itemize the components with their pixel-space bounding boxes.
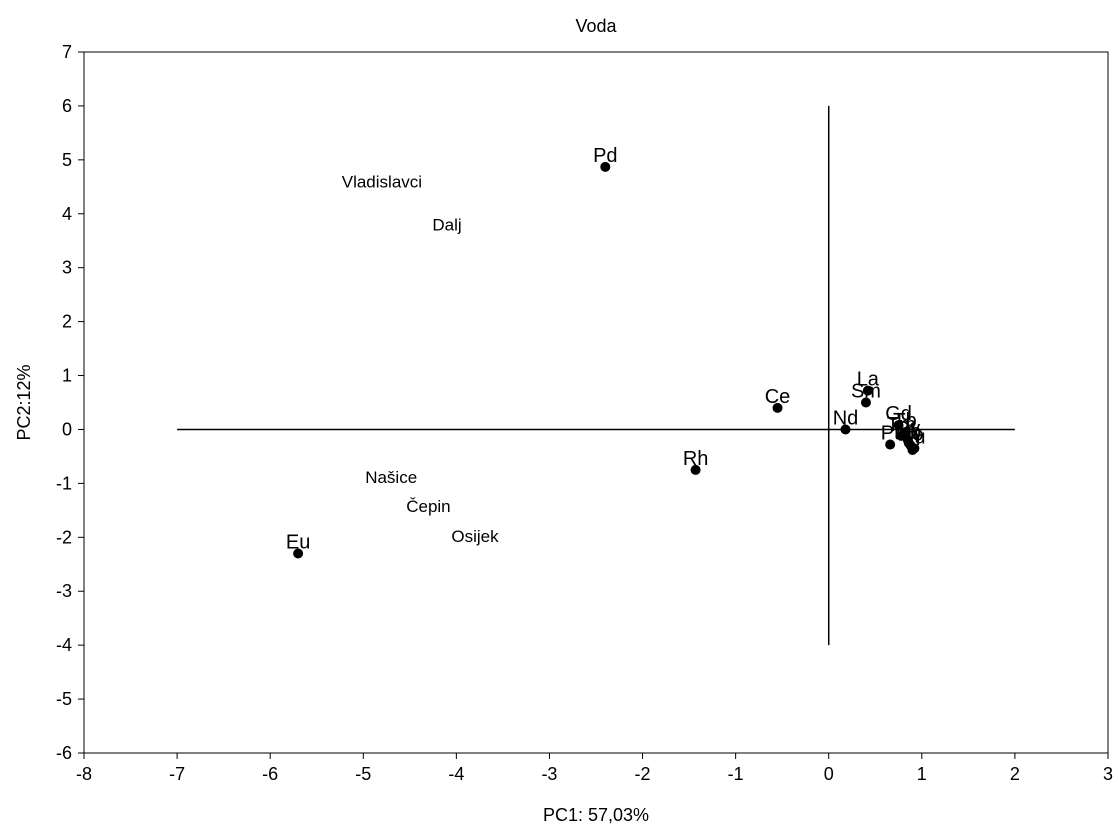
point-label: Ce — [765, 386, 791, 408]
y-tick-label: 7 — [62, 42, 72, 62]
y-tick-label: 0 — [62, 419, 72, 439]
x-tick-label: -1 — [728, 764, 744, 784]
y-tick-label: -4 — [56, 635, 72, 655]
site-annotation: Našice — [365, 468, 417, 487]
point-label: Nd — [833, 407, 859, 429]
y-axis: -6 -5 -4 -3 -2 -1 0 1 2 3 4 5 6 7 — [56, 42, 84, 763]
y-tick-label: -5 — [56, 689, 72, 709]
x-axis-title: PC1: 57,03% — [543, 805, 649, 825]
y-tick-label: 3 — [62, 258, 72, 278]
y-tick-label: 1 — [62, 366, 72, 386]
x-axis: -8 -7 -6 -5 -4 -3 -2 -1 0 1 2 3 — [76, 753, 1113, 784]
site-annotation: Čepin — [406, 497, 450, 516]
x-tick-label: -8 — [76, 764, 92, 784]
x-tick-label: -2 — [635, 764, 651, 784]
y-tick-label: -2 — [56, 527, 72, 547]
x-tick-label: -3 — [541, 764, 557, 784]
x-tick-label: -5 — [355, 764, 371, 784]
chart-title: Voda — [575, 16, 617, 36]
y-tick-label: 4 — [62, 204, 72, 224]
point-label: Pd — [593, 145, 617, 167]
reference-lines — [177, 106, 1015, 645]
x-tick-label: 2 — [1010, 764, 1020, 784]
x-tick-label: 3 — [1103, 764, 1113, 784]
x-tick-label: -4 — [448, 764, 464, 784]
x-tick-label: -6 — [262, 764, 278, 784]
y-axis-title: PC2:12% — [14, 364, 34, 440]
y-tick-label: -1 — [56, 473, 72, 493]
y-tick-label: 6 — [62, 96, 72, 116]
y-tick-label: -3 — [56, 581, 72, 601]
y-tick-label: 5 — [62, 150, 72, 170]
y-tick-label: 2 — [62, 312, 72, 332]
site-annotation: Osijek — [451, 527, 499, 546]
site-annotation: Vladislavci — [342, 172, 422, 191]
point-label: Rh — [683, 448, 709, 470]
point-label: Eu — [286, 531, 310, 553]
site-annotation: Dalj — [432, 216, 461, 235]
point-label: Sm — [851, 381, 881, 403]
y-tick-label: -6 — [56, 743, 72, 763]
x-tick-label: -7 — [169, 764, 185, 784]
x-tick-label: 1 — [917, 764, 927, 784]
x-tick-label: 0 — [824, 764, 834, 784]
point-label: Lu — [903, 426, 925, 448]
